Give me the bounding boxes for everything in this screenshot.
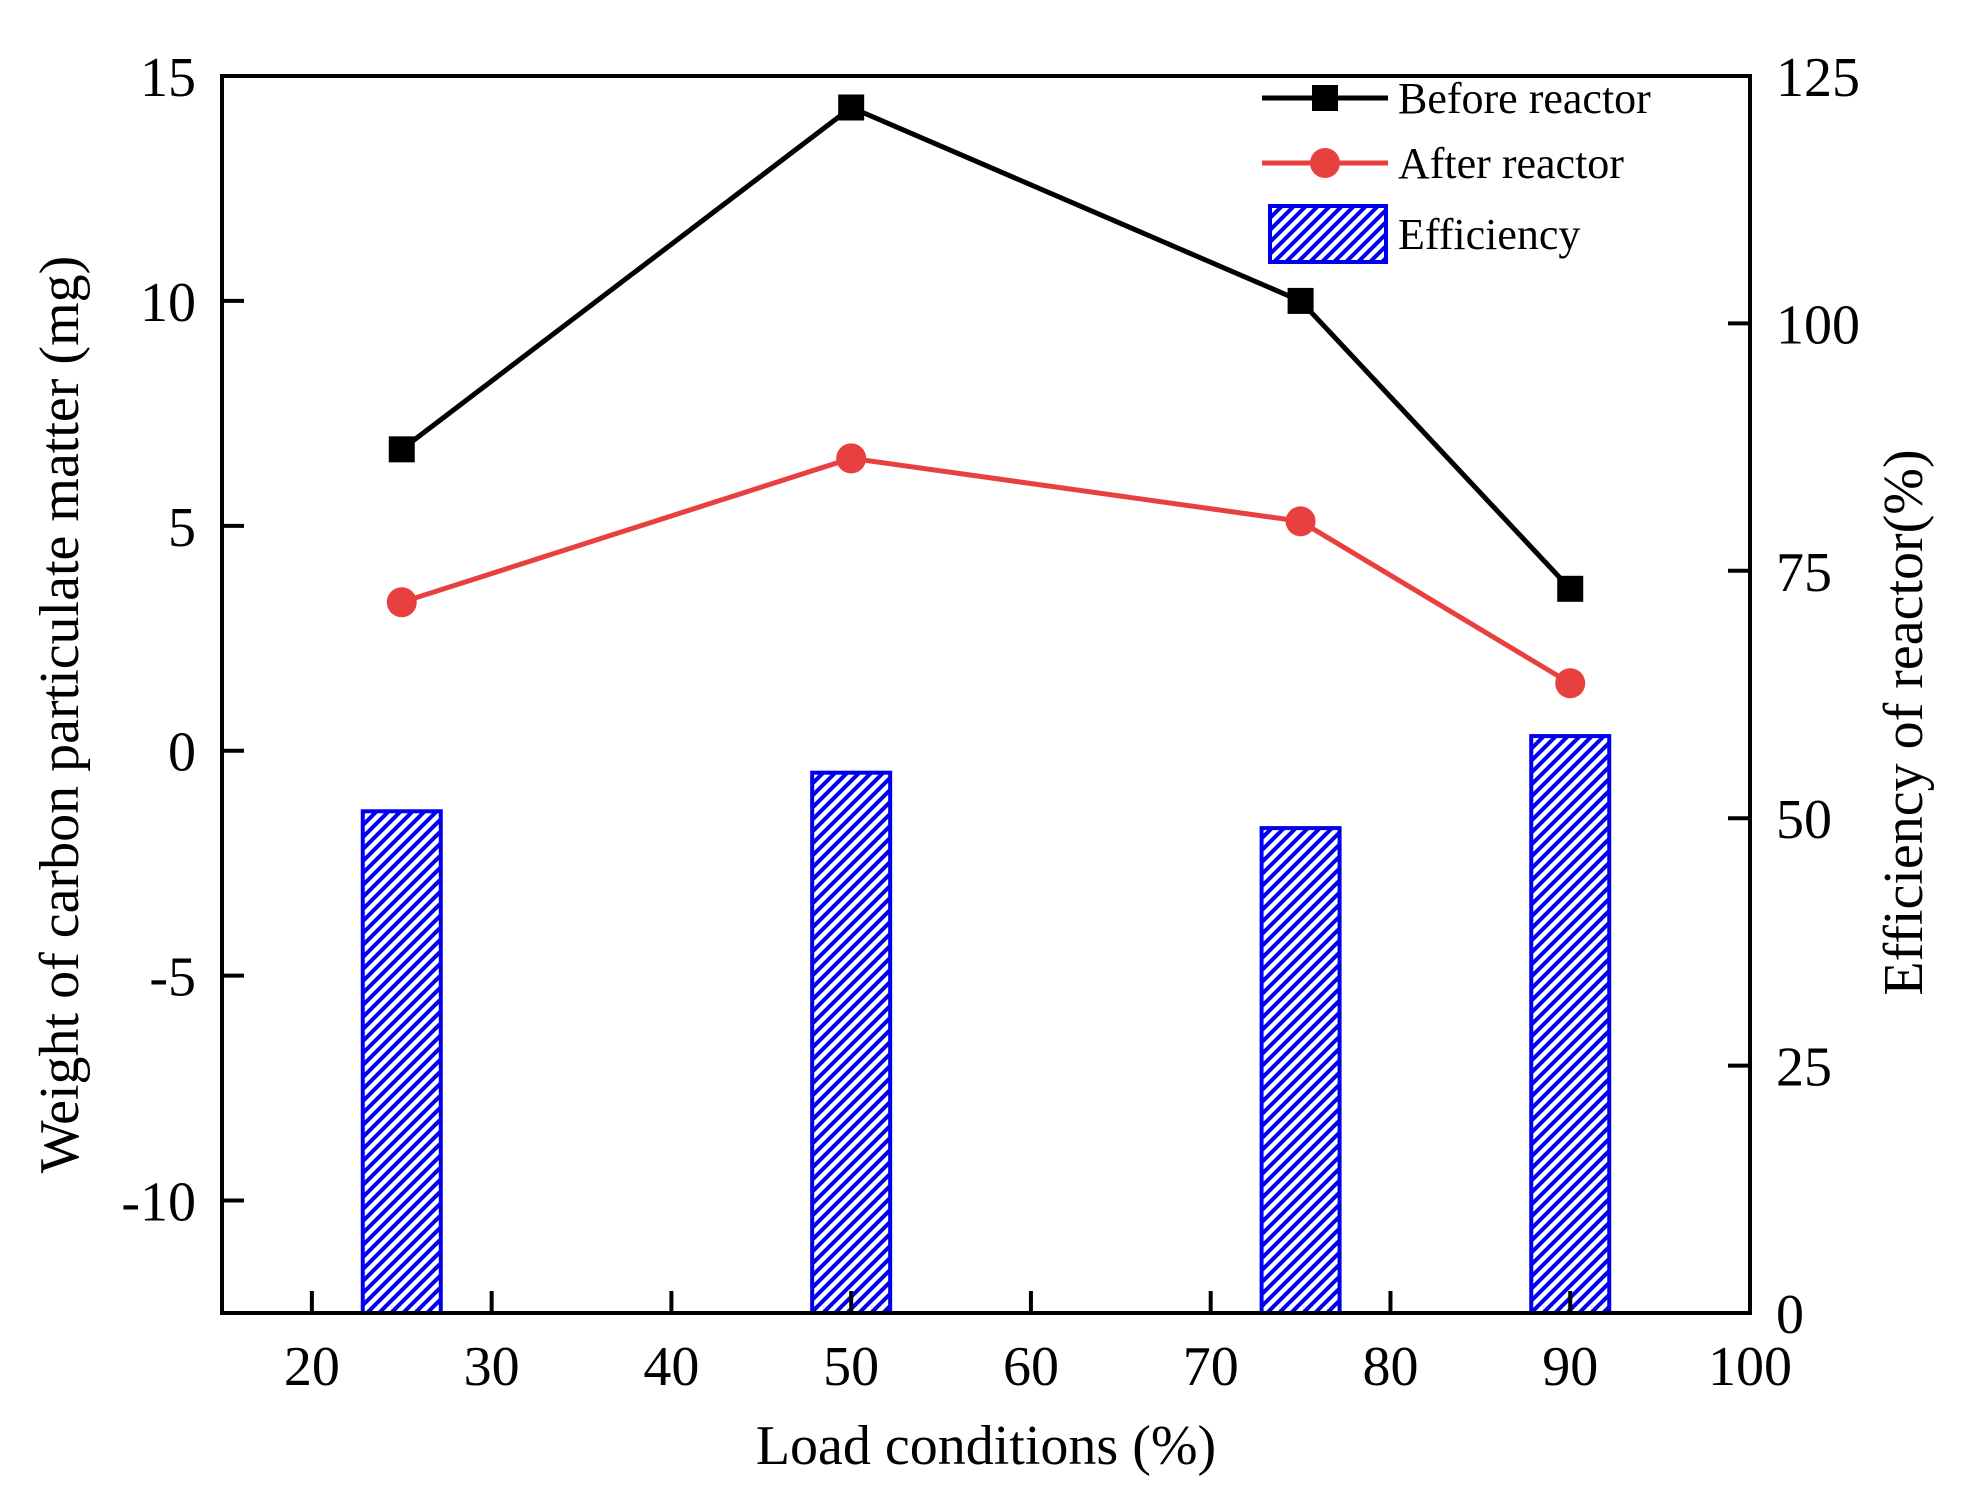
efficiency-bar <box>1529 734 1612 1315</box>
x-tick-label: 90 <box>1542 1336 1598 1398</box>
x-tick-label: 100 <box>1708 1336 1792 1398</box>
after-reactor-point <box>1555 668 1586 699</box>
legend-label-before-reactor: Before reactor <box>1398 74 1651 123</box>
before-reactor-point <box>388 436 415 463</box>
x-tick-label: 20 <box>284 1336 340 1398</box>
efficiency-bar <box>360 809 443 1316</box>
after-reactor-point <box>1285 506 1316 537</box>
left-axis-ticks: -10 -5 0 5 10 15 <box>121 47 244 1234</box>
right-tick-label: 125 <box>1776 47 1860 109</box>
left-tick-label: 0 <box>168 722 196 784</box>
x-tick-label: 80 <box>1362 1336 1418 1398</box>
right-tick-label: 100 <box>1776 294 1860 356</box>
x-tick-label: 30 <box>464 1336 520 1398</box>
right-tick-label: 25 <box>1776 1037 1832 1099</box>
right-tick-label: 75 <box>1776 542 1832 604</box>
x-tick-label: 40 <box>643 1336 699 1398</box>
left-tick-label: -10 <box>121 1172 196 1234</box>
efficiency-bars <box>360 734 1612 1316</box>
efficiency-bar <box>810 770 893 1315</box>
after-reactor-point <box>386 587 417 618</box>
legend-label-efficiency: Efficiency <box>1398 210 1580 259</box>
x-tick-label: 50 <box>823 1336 879 1398</box>
left-tick-label: 5 <box>168 497 196 559</box>
legend-marker-before-reactor <box>1312 85 1338 111</box>
x-axis-ticks: 20 30 40 50 60 70 80 90 100 <box>284 1291 1792 1398</box>
before-reactor-point <box>838 94 865 121</box>
after-reactor-line <box>401 455 1572 686</box>
line-series <box>386 94 1586 699</box>
legend: Before reactor After reactor Efficiency <box>1262 74 1651 264</box>
right-tick-label: 50 <box>1776 789 1832 851</box>
left-tick-label: 15 <box>140 47 196 109</box>
efficiency-bar <box>1259 826 1342 1315</box>
before-reactor-point <box>1287 287 1314 314</box>
after-reactor-point <box>836 443 867 474</box>
x-tick-label: 70 <box>1183 1336 1239 1398</box>
legend-label-after-reactor: After reactor <box>1398 139 1624 188</box>
legend-marker-after-reactor <box>1310 148 1340 178</box>
plot-frame <box>220 74 1752 1315</box>
left-tick-label: -5 <box>149 947 196 1009</box>
right-tick-label: 0 <box>1776 1284 1804 1346</box>
x-axis-title: Load conditions (%) <box>756 1415 1216 1477</box>
left-tick-label: 10 <box>140 272 196 334</box>
right-axis-title: Efficiency of reactor(%) <box>1873 449 1935 995</box>
x-tick-label: 60 <box>1003 1336 1059 1398</box>
before-reactor-point <box>1557 575 1584 602</box>
right-axis-ticks: 0 25 50 75 100 125 <box>1728 47 1860 1346</box>
before-reactor-line <box>400 104 1573 591</box>
legend-swatch-efficiency <box>1268 204 1388 264</box>
left-axis-title: Weight of carbon particulate matter (mg) <box>29 256 91 1174</box>
